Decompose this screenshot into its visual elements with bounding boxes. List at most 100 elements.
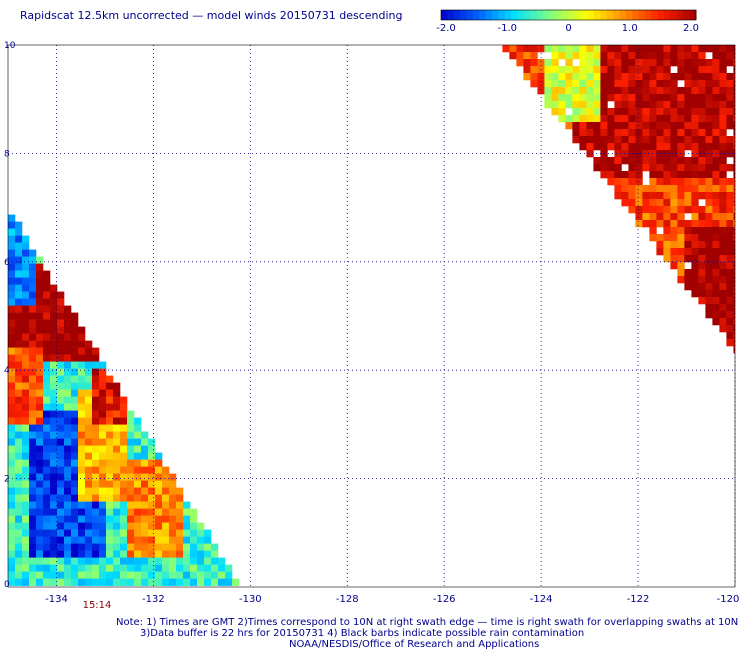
wind-cell	[22, 578, 30, 586]
wind-cell	[677, 157, 685, 165]
wind-cell	[712, 101, 720, 109]
wind-cell	[733, 220, 735, 228]
wind-cell	[176, 578, 184, 586]
wind-cell	[190, 578, 198, 586]
wind-cell	[22, 452, 30, 460]
wind-cell	[22, 235, 30, 243]
wind-cell	[677, 220, 685, 228]
wind-cell	[8, 277, 16, 285]
wind-cell	[572, 129, 580, 137]
wind-cell	[635, 136, 643, 144]
wind-cell	[15, 494, 23, 502]
wind-cell	[614, 108, 622, 116]
colorbar-cell	[613, 10, 620, 20]
wind-cell	[71, 452, 79, 460]
wind-cell	[579, 45, 587, 53]
wind-cell	[148, 438, 156, 446]
wind-cell	[155, 480, 163, 488]
wind-cell	[572, 73, 580, 81]
wind-cell	[621, 185, 629, 193]
wind-cell	[99, 501, 107, 509]
wind-cell	[85, 431, 93, 439]
wind-cell	[99, 529, 107, 537]
wind-cell	[8, 326, 16, 334]
wind-cell	[712, 248, 720, 256]
wind-cell	[719, 220, 727, 228]
wind-cell	[523, 52, 531, 60]
wind-cell	[99, 438, 107, 446]
wind-cell	[22, 319, 30, 327]
wind-cell	[22, 382, 30, 390]
wind-cell	[656, 52, 664, 60]
wind-cell	[600, 80, 608, 88]
wind-cell	[120, 494, 128, 502]
wind-cell	[705, 87, 713, 95]
wind-cell	[691, 262, 699, 270]
wind-cell	[544, 66, 552, 74]
wind-cell	[148, 522, 156, 530]
wind-cell	[733, 199, 735, 207]
wind-cell	[600, 101, 608, 109]
wind-cell	[22, 375, 30, 383]
wind-cell	[50, 340, 58, 348]
wind-cell	[579, 73, 587, 81]
wind-cell	[99, 459, 107, 467]
wind-cell	[656, 164, 664, 172]
lon-label: -130	[239, 594, 262, 605]
wind-cell	[148, 487, 156, 495]
wind-cell	[642, 94, 650, 102]
wind-cell	[43, 557, 51, 565]
wind-cell	[43, 543, 51, 551]
wind-cell	[50, 284, 58, 292]
wind-cell	[663, 171, 671, 179]
wind-cell	[600, 115, 608, 123]
wind-cell	[614, 115, 622, 123]
wind-cell	[8, 221, 16, 229]
wind-cell	[558, 52, 566, 60]
wind-cell	[92, 431, 100, 439]
wind-cell	[705, 283, 713, 291]
wind-cell	[57, 375, 65, 383]
wind-cell	[593, 101, 601, 109]
wind-cell	[600, 73, 608, 81]
wind-cell	[719, 73, 727, 81]
wind-cell	[523, 59, 531, 67]
wind-cell	[635, 178, 643, 186]
wind-cell	[148, 501, 156, 509]
wind-cell	[593, 122, 601, 130]
wind-cell	[113, 578, 121, 586]
colorbar-cell	[530, 10, 538, 20]
wind-cell	[71, 312, 79, 320]
wind-cell	[29, 291, 37, 299]
wind-cell	[71, 389, 79, 397]
wind-cell	[684, 45, 692, 53]
colorbar-cell	[619, 10, 627, 20]
wind-cell	[134, 557, 142, 565]
wind-cell	[134, 543, 142, 551]
wind-cell	[99, 361, 107, 369]
wind-cell	[705, 255, 713, 263]
wind-cell	[733, 206, 735, 214]
wind-cell	[649, 227, 657, 235]
wind-cell	[8, 501, 16, 509]
wind-cell	[29, 445, 37, 453]
wind-cell	[57, 305, 65, 313]
wind-cell	[106, 410, 114, 418]
wind-cell	[733, 101, 735, 109]
wind-cell	[29, 480, 37, 488]
wind-cell	[43, 508, 51, 516]
wind-cell	[22, 508, 30, 516]
wind-cell	[628, 52, 636, 60]
wind-cell	[649, 52, 657, 60]
wind-cell	[15, 375, 23, 383]
wind-cell	[684, 164, 692, 172]
wind-cell	[71, 424, 79, 432]
wind-cell	[726, 269, 734, 277]
colorbar-cell	[441, 10, 448, 20]
wind-cell	[71, 501, 79, 509]
wind-cell	[43, 389, 51, 397]
wind-cell	[684, 73, 692, 81]
wind-cell	[29, 508, 37, 516]
wind-cell	[642, 220, 650, 228]
wind-cell	[64, 550, 72, 558]
